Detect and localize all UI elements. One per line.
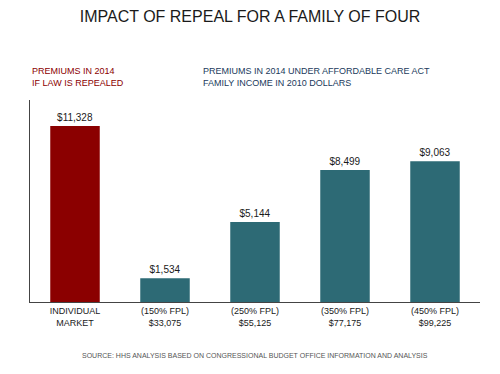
svg-text:(150% FPL)$33,075: (150% FPL)$33,075	[141, 306, 189, 328]
svg-text:(350% FPL)$77,175: (350% FPL)$77,175	[321, 306, 369, 328]
svg-text:PREMIUMS IN 2014IF LAW IS REPE: PREMIUMS IN 2014IF LAW IS REPEALED	[32, 66, 124, 88]
svg-text:SOURCE: HHS ANALYSIS BASED ON: SOURCE: HHS ANALYSIS BASED ON CONGRESSIO…	[82, 352, 428, 359]
svg-text:(450% FPL)$99,225: (450% FPL)$99,225	[411, 306, 459, 328]
svg-text:IMPACT OF REPEAL FOR A FAMILY: IMPACT OF REPEAL FOR A FAMILY OF FOUR	[80, 8, 421, 25]
svg-text:INDIVIDUALMARKET: INDIVIDUALMARKET	[50, 306, 101, 328]
svg-text:$1,534: $1,534	[149, 264, 180, 275]
svg-text:$5,144: $5,144	[239, 208, 270, 219]
svg-text:PREMIUMS IN 2014 UNDER AFFORDA: PREMIUMS IN 2014 UNDER AFFORDABLE CARE A…	[203, 66, 430, 88]
svg-text:$8,499: $8,499	[329, 156, 360, 167]
svg-text:(250% FPL)$55,125: (250% FPL)$55,125	[231, 306, 279, 328]
svg-text:$9,063: $9,063	[419, 147, 450, 158]
svg-text:$11,328: $11,328	[57, 112, 93, 123]
